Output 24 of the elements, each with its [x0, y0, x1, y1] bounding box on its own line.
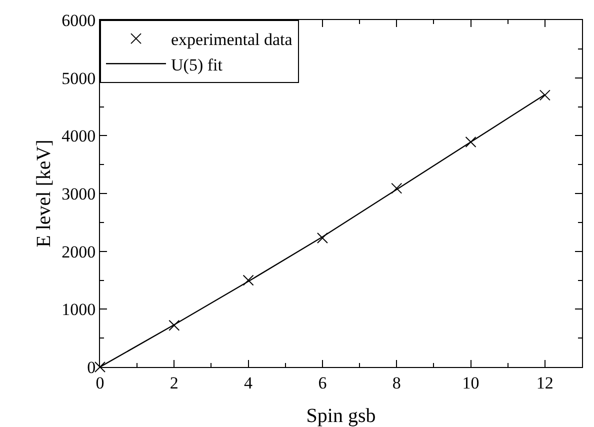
- x-tick-label: 8: [392, 373, 401, 392]
- point: [539, 90, 550, 101]
- point: [465, 136, 476, 148]
- x-tick-label: 2: [170, 373, 178, 392]
- point: [168, 320, 180, 331]
- point: [316, 232, 328, 244]
- point: [391, 182, 402, 194]
- y-tick-label: 2000: [62, 242, 96, 262]
- y-axis-title: E level [keV]: [33, 140, 55, 248]
- x-axis-title: Spin gsb: [306, 405, 376, 427]
- legend-label: experimental data: [171, 30, 293, 50]
- y-tick-label: 3000: [62, 184, 96, 204]
- point: [94, 362, 106, 372]
- y-tick-label: 0: [87, 358, 96, 377]
- legend-label: U(5) fit: [171, 55, 223, 74]
- x-tick-label: 6: [318, 373, 327, 392]
- x-tick-label: 12: [536, 373, 554, 392]
- y-tick-label: 6000: [62, 10, 96, 30]
- x-tick-label: 4: [244, 373, 254, 392]
- y-tick-label: 4000: [62, 126, 96, 146]
- point: [242, 274, 254, 286]
- y-tick-label: 5000: [62, 68, 96, 88]
- x-tick-label: 10: [462, 373, 480, 392]
- y-tick-label: 1000: [62, 300, 96, 320]
